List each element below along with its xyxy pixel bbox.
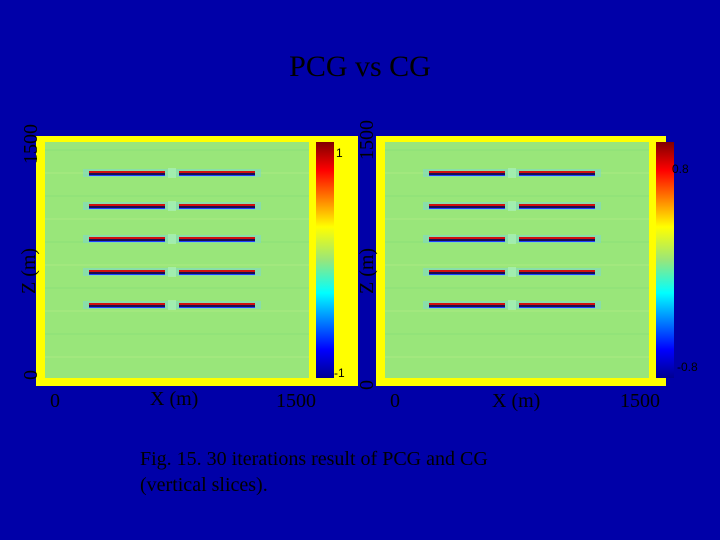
heatmap-texture-band: [45, 195, 309, 197]
heatmap-background: [385, 142, 649, 378]
heatmap-texture-band: [385, 195, 649, 197]
left-y-tick-0: 0: [20, 370, 42, 380]
figure-caption: Fig. 15. 30 iterations result of PCG and…: [140, 446, 600, 498]
heatmap-texture-band: [45, 310, 309, 312]
right-colorbar-max-label: 0.8: [672, 162, 689, 176]
right-y-tick-1500: 1500: [356, 120, 378, 160]
right-y-axis-label: Z (m): [356, 247, 378, 294]
heatmap-texture-band: [45, 264, 309, 266]
reflector-2: [83, 201, 261, 211]
right-colorbar: [656, 142, 674, 378]
right-y-tick-0: 0: [356, 380, 378, 390]
colorbar-gradient: [656, 142, 674, 378]
right-x-tick-0: 0: [390, 390, 400, 412]
slide-title: PCG vs CG: [289, 50, 431, 83]
heatmap-texture-band: [385, 218, 649, 220]
reflector-5: [423, 300, 601, 310]
left-colorbar: [316, 142, 334, 378]
right-heatmap: [385, 142, 649, 378]
reflector-4: [423, 267, 601, 277]
heatmap-texture-band: [45, 287, 309, 289]
reflector-3: [423, 234, 601, 244]
left-x-axis-label: X (m): [150, 388, 199, 410]
heatmap-texture-band: [385, 264, 649, 266]
right-heatmap-image: [385, 142, 649, 378]
caption-line-1: Fig. 15. 30 iterations result of PCG and…: [140, 448, 488, 470]
heatmap-background: [45, 142, 309, 378]
left-x-tick-0: 0: [50, 390, 60, 412]
reflector-1: [423, 168, 601, 178]
reflector-5: [83, 300, 261, 310]
heatmap-texture-band: [45, 333, 309, 335]
left-heatmap-image: [45, 142, 309, 378]
right-x-axis-label: X (m): [492, 390, 541, 412]
reflector-2: [423, 201, 601, 211]
left-heatmap: [45, 142, 309, 378]
reflector-1: [83, 168, 261, 178]
left-y-axis-label: Z (m): [18, 247, 40, 294]
heatmap-texture-band: [385, 149, 649, 151]
reflector-4: [83, 267, 261, 277]
heatmap-texture-band: [385, 333, 649, 335]
heatmap-texture-band: [45, 149, 309, 151]
left-x-tick-1500: 1500: [276, 390, 316, 412]
heatmap-texture-band: [45, 218, 309, 220]
caption-line-2: (vertical slices).: [140, 474, 268, 496]
heatmap-texture-band: [385, 310, 649, 312]
reflector-3: [83, 234, 261, 244]
left-colorbar-min-label: -1: [334, 366, 345, 380]
left-colorbar-max-label: 1: [336, 146, 343, 160]
heatmap-texture-band: [385, 287, 649, 289]
colorbar-gradient: [316, 142, 334, 378]
left-y-tick-1500: 1500: [20, 124, 42, 164]
heatmap-texture-band: [385, 356, 649, 358]
right-x-tick-1500: 1500: [620, 390, 660, 412]
right-colorbar-min-label: -0.8: [677, 360, 698, 374]
heatmap-texture-band: [45, 356, 309, 358]
